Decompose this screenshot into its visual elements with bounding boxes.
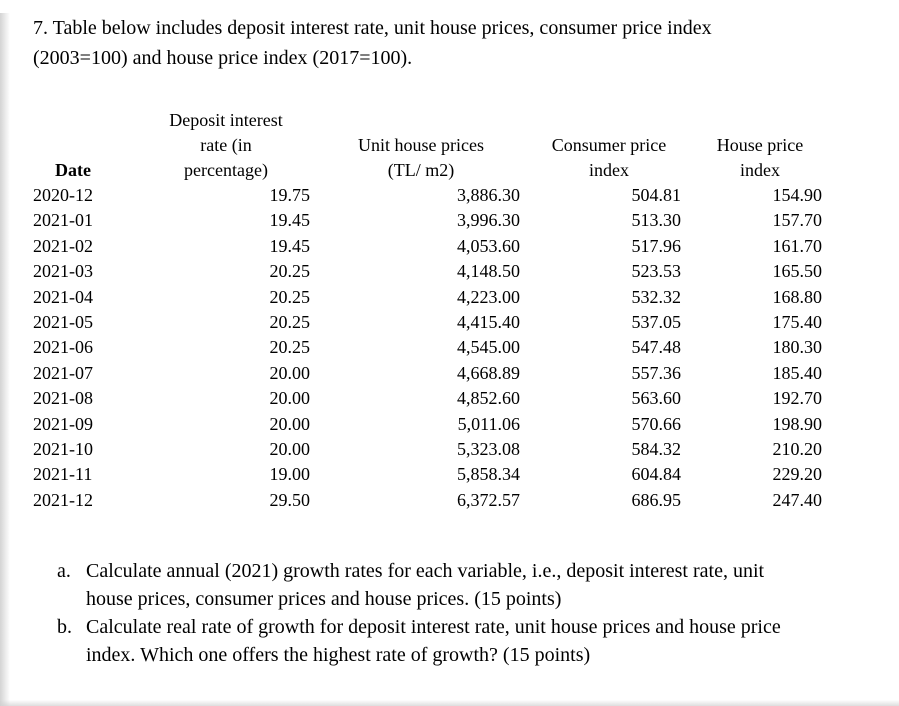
table-value-cell: 4,415.40 [457,312,520,333]
table-value-cell: 168.80 [772,286,823,307]
table-value-cell: 19.45 [269,210,311,231]
question-list: a. Calculate annual (2021) growth rates … [57,557,879,669]
table-value-cell: 604.84 [631,464,682,485]
table-value-cell: 3,996.30 [457,210,520,231]
question-marker: a. [57,560,71,583]
table-value-cell: 154.90 [772,185,823,205]
table-value-cell: 6,372.57 [457,489,520,510]
table-value-cell: 686.95 [631,489,682,510]
table-value-cell: 532.32 [631,286,682,307]
table-value-cell: 504.81 [631,185,682,205]
table-body: 2020-12 19.75 3,886.30 504.81 154.90 2021-01 1… [33,183,899,513]
table-value-cell: 563.60 [631,388,682,409]
table-value-cell: 557.36 [631,362,682,383]
table-value-cell: 247.40 [772,489,823,510]
column-header-house-price-index: House price index [716,135,804,180]
problem-statement: 7. Table below includes deposit interest… [33,17,712,69]
table-value-cell: 20.25 [269,261,311,282]
table-value-cell: 229.20 [772,464,823,485]
question-item-a: a. Calculate annual (2021) growth rates … [57,557,879,613]
table-value-cell: 3,886.30 [457,185,520,205]
table-value-cell: 537.05 [631,312,682,333]
row-date-cell: 2021-02 [33,235,93,256]
question-marker: b. [57,616,72,639]
table-value-cell: 523.53 [631,261,682,282]
scan-edge-shadow-left [0,13,10,706]
table-value-cell: 210.20 [772,439,823,460]
table-value-cell: 4,148.50 [457,261,520,282]
table-value-cell: 4,852.60 [457,388,520,409]
table-value-cell: 175.40 [772,312,823,333]
row-date-cell: 2021-10 [33,439,93,460]
table-value-cell: 20.25 [269,312,311,333]
scan-edge-shadow-bottom [0,700,899,706]
table-value-cell: 185.40 [772,362,823,383]
table-value-cell: 20.00 [269,413,311,434]
table-value-cell: 20.25 [269,337,311,358]
row-date-cell: 2021-01 [33,210,93,231]
table-value-cell: 20.00 [269,439,311,460]
table-value-cell: 4,668.89 [457,362,520,383]
row-date-cell: 2021-08 [33,388,93,409]
table-value-cell: 19.45 [269,235,311,256]
table-value-cell: 19.00 [269,464,311,485]
table-value-cell: 584.32 [631,439,682,460]
table-value-cell: 4,053.60 [457,235,520,256]
column-header-deposit-interest-rate: Deposit interest rate (in percentage) [169,110,283,180]
table-value-cell: 5,323.08 [457,439,520,460]
table-value-cell: 161.70 [772,235,823,256]
table-value-cell: 20.00 [269,388,311,409]
column-header-date: Date [55,160,91,180]
table-value-cell: 29.50 [269,489,311,510]
table-value-cell: 517.96 [631,235,682,256]
table-value-cell: 5,011.06 [457,413,520,434]
table-value-cell: 5,858.34 [457,464,520,485]
column-header-unit-house-prices: Unit house prices (TL/ m2) [358,135,484,180]
table-header-row: Date Deposit interest rate (in percentag… [33,108,899,183]
table-value-cell: 547.48 [631,337,682,358]
table-value-cell: 513.30 [631,210,682,231]
table-value-cell: 165.50 [772,261,823,282]
document-page: 7. Table below includes deposit interest… [0,13,899,669]
question-text: Calculate real rate of growth for deposi… [86,616,781,667]
data-table: Date Deposit interest rate (in percentag… [33,108,899,513]
table-value-cell: 19.75 [269,185,311,205]
row-date-cell: 2021-04 [33,286,93,307]
table-value-cell: 20.25 [269,286,311,307]
column-header-consumer-price-index: Consumer price index [551,135,667,180]
table-value-cell: 20.00 [269,362,311,383]
table-value-cell: 198.90 [772,413,823,434]
question-item-b: b. Calculate real rate of growth for dep… [57,613,879,669]
row-date-cell: 2021-12 [33,489,93,510]
row-date-cell: 2021-09 [33,413,93,434]
row-date-cell: 2020-12 [33,185,93,205]
table-value-cell: 192.70 [772,388,823,409]
table-value-cell: 4,223.00 [457,286,520,307]
question-text: Calculate annual (2021) growth rates for… [86,560,765,611]
table-value-cell: 4,545.00 [457,337,520,358]
table-value-cell: 157.70 [772,210,823,231]
row-date-cell: 2021-07 [33,362,93,383]
table-value-cell: 180.30 [772,337,823,358]
row-date-cell: 2021-05 [33,312,93,333]
table-value-cell: 570.66 [631,413,682,434]
row-date-cell: 2021-06 [33,337,93,358]
row-date-cell: 2021-11 [33,464,93,485]
row-date-cell: 2021-03 [33,261,93,282]
